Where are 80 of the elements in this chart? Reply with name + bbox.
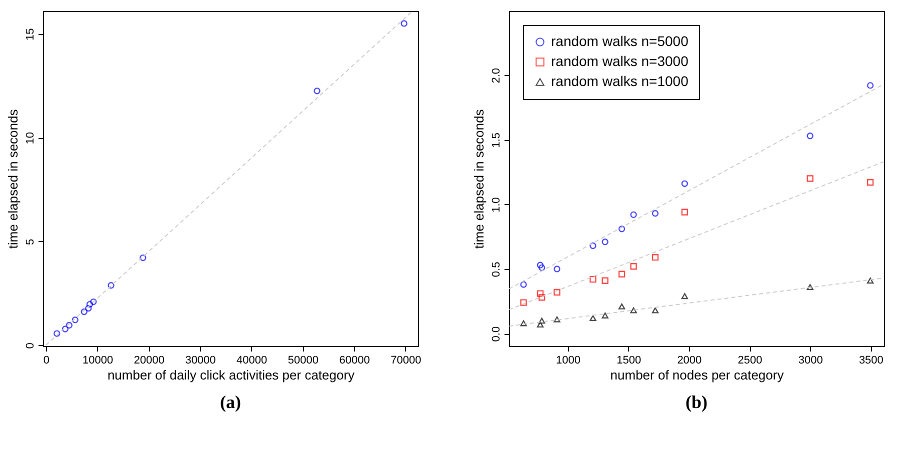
text: (a) bbox=[220, 392, 241, 412]
point bbox=[538, 318, 546, 324]
x-axis-title: number of daily click activities per category bbox=[107, 368, 356, 382]
point bbox=[538, 294, 546, 301]
y-tick-label: 0 bbox=[24, 342, 36, 349]
point bbox=[400, 20, 408, 27]
x-tick-label: 1000 bbox=[556, 354, 581, 366]
x-tick-label: 30000 bbox=[185, 354, 216, 366]
point bbox=[681, 180, 688, 188]
point bbox=[520, 299, 527, 306]
y-tick-label: 2.0 bbox=[490, 68, 502, 84]
x-tick-label: 2000 bbox=[677, 354, 702, 366]
y-tick-label: 5 bbox=[24, 238, 36, 245]
point bbox=[538, 264, 546, 272]
point bbox=[86, 300, 94, 308]
point bbox=[866, 82, 874, 89]
point bbox=[66, 322, 73, 329]
point bbox=[681, 208, 688, 216]
point bbox=[630, 307, 637, 314]
point bbox=[90, 298, 97, 306]
point bbox=[554, 316, 560, 322]
y-tick-label: 0.0 bbox=[490, 326, 502, 342]
x-tick-label: 50000 bbox=[288, 354, 319, 366]
x-tick-label: 60000 bbox=[339, 354, 370, 366]
x-tick-label: 2500 bbox=[738, 354, 762, 366]
point bbox=[681, 293, 688, 300]
point bbox=[652, 307, 659, 314]
y-axis-title: time elapsed in seconds bbox=[6, 108, 20, 249]
point bbox=[590, 242, 596, 250]
x-tick-label: 0 bbox=[43, 354, 50, 366]
point bbox=[806, 132, 814, 140]
point bbox=[618, 270, 626, 278]
point bbox=[554, 288, 560, 296]
point bbox=[652, 210, 659, 217]
legend-label: random walks n=1000 bbox=[551, 73, 689, 89]
point bbox=[536, 290, 544, 297]
point bbox=[72, 316, 78, 324]
x-tick-label: 40000 bbox=[236, 354, 268, 366]
y-tick-label: 15 bbox=[24, 28, 36, 40]
point bbox=[866, 179, 874, 186]
point bbox=[602, 312, 608, 318]
y-tick-label: 1.0 bbox=[490, 197, 502, 212]
legend-label: random walks n=5000 bbox=[551, 33, 689, 49]
y-tick-label: 10 bbox=[24, 132, 36, 144]
x-tick-label: 3500 bbox=[858, 354, 884, 366]
x-tick-label: 20000 bbox=[134, 354, 164, 366]
point bbox=[62, 326, 69, 332]
point bbox=[108, 282, 114, 289]
point bbox=[140, 254, 146, 262]
legend-label: random walks n=3000 bbox=[551, 53, 689, 69]
point bbox=[314, 88, 320, 94]
point bbox=[536, 322, 544, 328]
x-tick-label: 70000 bbox=[390, 354, 422, 366]
point bbox=[590, 315, 596, 322]
point bbox=[520, 320, 527, 326]
point bbox=[590, 276, 596, 283]
x-tick-label: 1500 bbox=[616, 354, 642, 366]
point bbox=[554, 266, 560, 272]
point bbox=[602, 277, 608, 284]
point bbox=[630, 211, 637, 218]
point bbox=[85, 304, 92, 312]
text: (b) bbox=[686, 392, 708, 412]
y-axis-title: time elapsed in seconds bbox=[472, 108, 486, 249]
point bbox=[54, 330, 60, 337]
point bbox=[618, 226, 626, 232]
point bbox=[652, 254, 659, 261]
y-tick-label: 1.5 bbox=[490, 132, 502, 148]
point bbox=[806, 175, 814, 182]
x-axis-title: number of nodes per category bbox=[610, 368, 784, 382]
point bbox=[602, 238, 608, 246]
y-tick-label: 0.5 bbox=[490, 262, 502, 278]
x-tick-label: 10000 bbox=[82, 354, 114, 366]
point bbox=[80, 308, 88, 316]
point bbox=[866, 278, 874, 284]
point bbox=[618, 303, 626, 310]
point bbox=[630, 263, 637, 270]
point bbox=[536, 262, 544, 268]
x-tick-label: 3000 bbox=[798, 354, 823, 366]
point bbox=[520, 281, 527, 288]
point bbox=[806, 284, 814, 290]
